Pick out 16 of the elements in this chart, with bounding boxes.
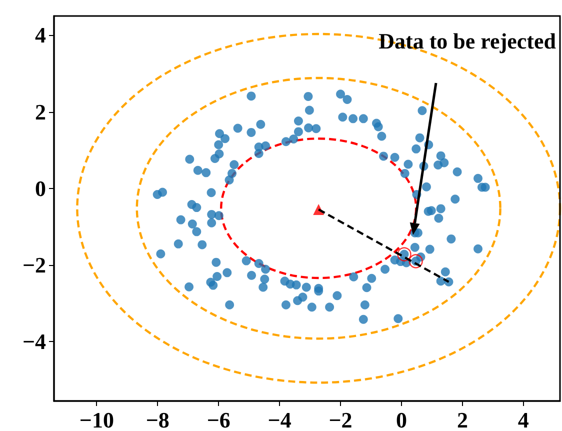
- point: [397, 247, 412, 262]
- x-tick-label: −10: [79, 408, 114, 431]
- y-tick-label: 2: [35, 99, 46, 124]
- y-tick-label: −2: [22, 252, 46, 278]
- y-tick-label: 4: [35, 22, 46, 48]
- x-tick-label: 2: [456, 408, 468, 431]
- x-tick-label: −8: [146, 408, 170, 431]
- y-tick-label: 0: [35, 176, 46, 201]
- x-tick-label: 0: [396, 408, 407, 431]
- x-tick-label: −6: [206, 408, 230, 431]
- x-tick-label: −4: [268, 408, 292, 431]
- annotation: Data to be rejected: [378, 28, 556, 54]
- point: [408, 254, 423, 268]
- x-tick-label: 4: [518, 408, 529, 431]
- y-tick-label: −4: [22, 329, 46, 354]
- x-tick-label: −2: [328, 408, 352, 431]
